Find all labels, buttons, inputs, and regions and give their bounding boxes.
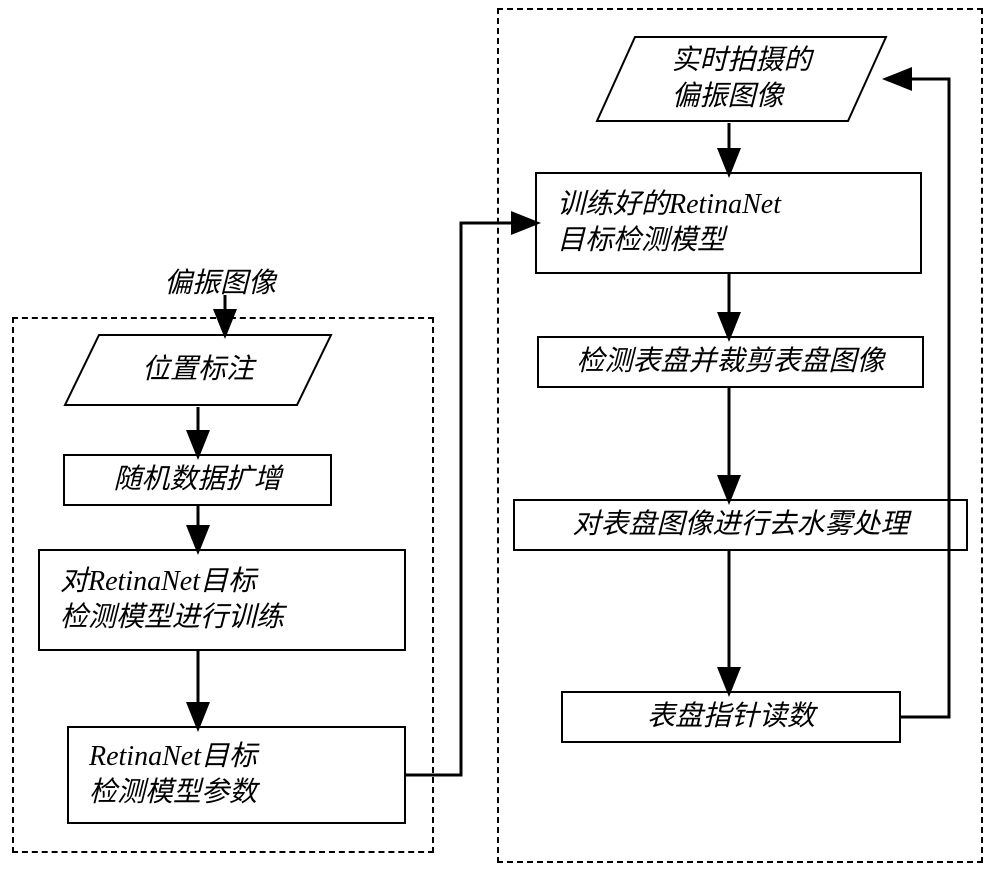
defog-text: 对表盘图像进行去水雾处理 <box>572 507 908 543</box>
detect-crop-node: 检测表盘并裁剪表盘图像 <box>537 336 924 388</box>
random-augment-node: 随机数据扩增 <box>63 454 332 506</box>
pointer-reading-text: 表盘指针读数 <box>647 699 815 735</box>
pointer-reading-node: 表盘指针读数 <box>561 691 901 743</box>
realtime-input-node: 实时拍摄的 偏振图像 <box>595 35 888 123</box>
random-augment-text: 随机数据扩增 <box>113 462 281 498</box>
train-retinanet-text: 对RetinaNet目标 检测模型进行训练 <box>60 564 284 637</box>
defog-node: 对表盘图像进行去水雾处理 <box>513 499 968 551</box>
trained-model-node: 训练好的RetinaNet 目标检测模型 <box>535 172 922 274</box>
position-annotation-text: 位置标注 <box>142 352 254 388</box>
realtime-input-text: 实时拍摄的 偏振图像 <box>671 43 811 116</box>
position-annotation-node: 位置标注 <box>63 333 333 407</box>
train-retinanet-node: 对RetinaNet目标 检测模型进行训练 <box>38 549 406 651</box>
polarized-image-label: 偏振图像 <box>164 261 276 301</box>
retinanet-params-text: RetinaNet目标 检测模型参数 <box>89 739 257 812</box>
detect-crop-text: 检测表盘并裁剪表盘图像 <box>576 344 884 380</box>
trained-model-text: 训练好的RetinaNet 目标检测模型 <box>557 187 781 260</box>
retinanet-params-node: RetinaNet目标 检测模型参数 <box>67 726 406 824</box>
